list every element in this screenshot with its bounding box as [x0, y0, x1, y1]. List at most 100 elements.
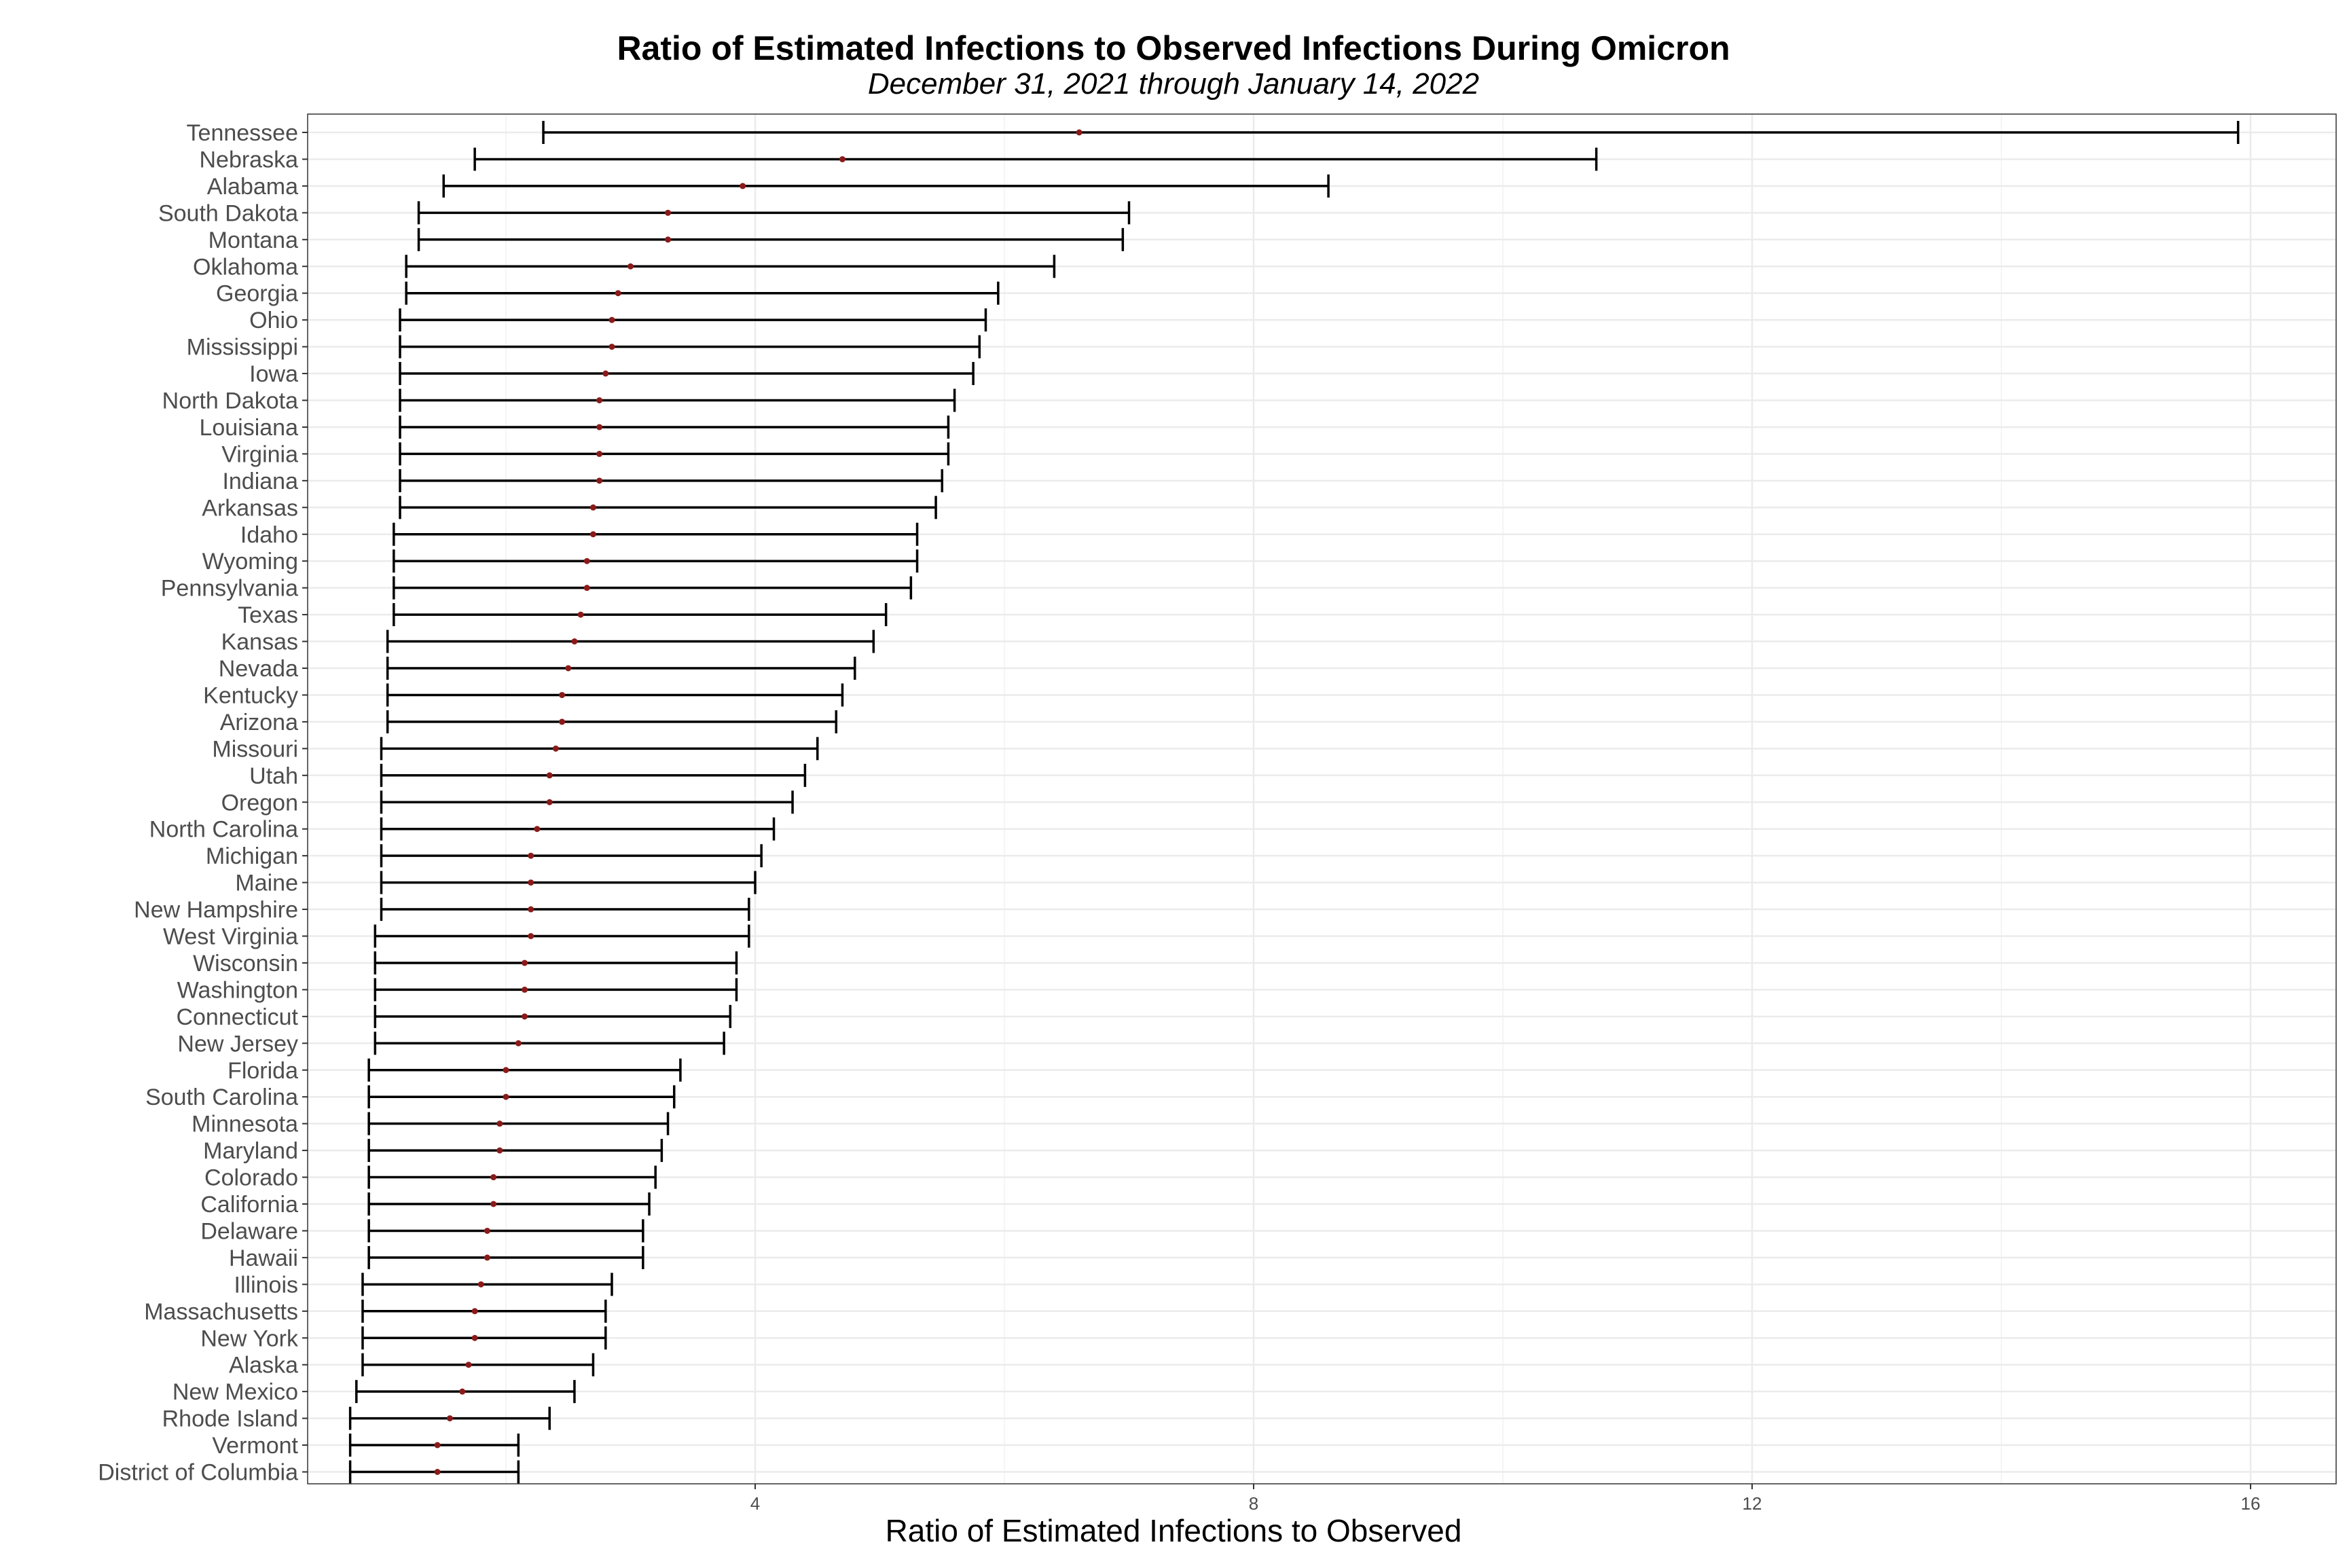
estimate-point	[522, 960, 528, 966]
estimate-point	[465, 1362, 472, 1368]
y-tick-label: Massachusetts	[144, 1299, 298, 1325]
y-tick-label: Louisiana	[199, 415, 298, 441]
estimate-point	[577, 611, 584, 618]
y-tick-label: Arkansas	[202, 495, 298, 521]
estimate-point	[602, 370, 609, 377]
estimate-point	[571, 638, 578, 645]
estimate-point	[528, 852, 534, 859]
y-tick-label: West Virginia	[163, 924, 298, 950]
chart-title: Ratio of Estimated Infections to Observe…	[617, 29, 1730, 67]
y-tick-label: New Hampshire	[134, 897, 298, 923]
estimate-point	[522, 1013, 528, 1020]
estimate-point	[471, 1308, 478, 1315]
marks-layer	[348, 121, 2240, 1484]
estimate-point	[583, 558, 590, 564]
estimate-point	[490, 1174, 497, 1181]
y-tick-label: Utah	[249, 763, 298, 789]
y-tick-label: Oregon	[221, 790, 298, 816]
y-tick-label: Wisconsin	[193, 951, 298, 977]
estimate-point	[596, 450, 603, 457]
y-tick-label: Nevada	[219, 656, 298, 682]
estimate-point	[434, 1469, 441, 1475]
y-tick-label: Montana	[208, 227, 298, 253]
x-tick-label: 12	[1743, 1493, 1762, 1514]
estimate-point	[503, 1067, 509, 1074]
estimate-point	[839, 156, 845, 162]
y-tick-label: Connecticut	[176, 1004, 298, 1030]
estimate-point	[608, 316, 615, 323]
y-tick-label: Hawaii	[229, 1245, 298, 1271]
y-tick-label: Alabama	[207, 174, 298, 200]
estimate-point	[496, 1120, 503, 1127]
x-tick-label: 4	[750, 1493, 760, 1514]
y-tick-label: Georgia	[216, 281, 298, 307]
y-tick-label: District of Columbia	[98, 1460, 298, 1486]
estimate-point	[471, 1334, 478, 1341]
y-tick-label: Michigan	[206, 843, 298, 869]
estimate-point	[596, 477, 603, 484]
estimate-point	[477, 1281, 484, 1288]
x-axis-label: Ratio of Estimated Infections to Observe…	[886, 1513, 1462, 1548]
estimate-point	[615, 290, 621, 297]
y-tick-label: North Dakota	[162, 388, 298, 414]
estimate-point	[522, 986, 528, 993]
estimate-point	[434, 1442, 441, 1448]
y-tick-label: Washington	[177, 977, 298, 1003]
estimate-point	[583, 585, 590, 591]
y-tick-label: Illinois	[234, 1272, 298, 1298]
estimate-point	[596, 424, 603, 431]
y-tick-label: Iowa	[249, 361, 298, 387]
estimate-point	[559, 691, 566, 698]
chart-subtitle: December 31, 2021 through January 14, 20…	[868, 67, 1479, 101]
estimate-point	[1076, 129, 1082, 136]
estimate-point	[665, 236, 672, 243]
y-tick-label: Maryland	[203, 1138, 298, 1164]
estimate-point	[552, 745, 559, 752]
y-tick-label: Indiana	[222, 469, 298, 494]
estimate-point	[534, 826, 541, 833]
y-tick-label: Tennessee	[187, 120, 298, 146]
estimate-point	[528, 879, 534, 886]
y-tick-label: Oklahoma	[193, 254, 298, 280]
estimate-point	[589, 531, 596, 538]
y-tick-label: New Mexico	[172, 1379, 298, 1405]
estimate-point	[528, 906, 534, 913]
y-tick-label: Delaware	[200, 1218, 298, 1244]
y-tick-label: Missouri	[212, 736, 298, 762]
x-tick-label: 16	[2241, 1493, 2261, 1514]
y-tick-label: Minnesota	[192, 1112, 298, 1137]
y-tick-label: New Jersey	[177, 1031, 298, 1057]
estimate-point	[484, 1254, 490, 1261]
y-tick-label: South Carolina	[145, 1084, 298, 1110]
y-tick-label: Virginia	[221, 441, 298, 467]
y-tick-label: Kansas	[221, 630, 298, 655]
estimate-point	[608, 344, 615, 350]
panel-border	[307, 113, 2337, 1484]
estimate-point	[459, 1388, 466, 1395]
x-tick-label: 8	[1249, 1493, 1258, 1514]
y-tick-label: South Dakota	[158, 200, 298, 226]
y-tick-label: New York	[200, 1326, 299, 1351]
y-tick-label: Maine	[235, 871, 298, 896]
estimate-point	[665, 209, 672, 216]
estimate-point	[627, 263, 634, 270]
estimate-point	[503, 1093, 509, 1100]
y-tick-label: North Carolina	[149, 817, 298, 843]
estimate-point	[484, 1227, 490, 1234]
y-tick-label: Wyoming	[202, 549, 298, 575]
y-tick-label: Mississippi	[187, 335, 298, 361]
y-tick-label: Texas	[238, 602, 298, 628]
estimate-point	[528, 933, 534, 939]
estimate-point	[446, 1415, 453, 1422]
y-tick-label: Colorado	[204, 1165, 298, 1191]
y-tick-label: Nebraska	[199, 147, 298, 172]
estimate-point	[515, 1040, 522, 1046]
y-tick-label: Pennsylvania	[161, 576, 298, 602]
estimate-point	[740, 183, 746, 189]
y-tick-label: Ohio	[249, 308, 298, 333]
y-tick-label: Idaho	[240, 522, 298, 548]
estimate-point	[546, 772, 553, 779]
